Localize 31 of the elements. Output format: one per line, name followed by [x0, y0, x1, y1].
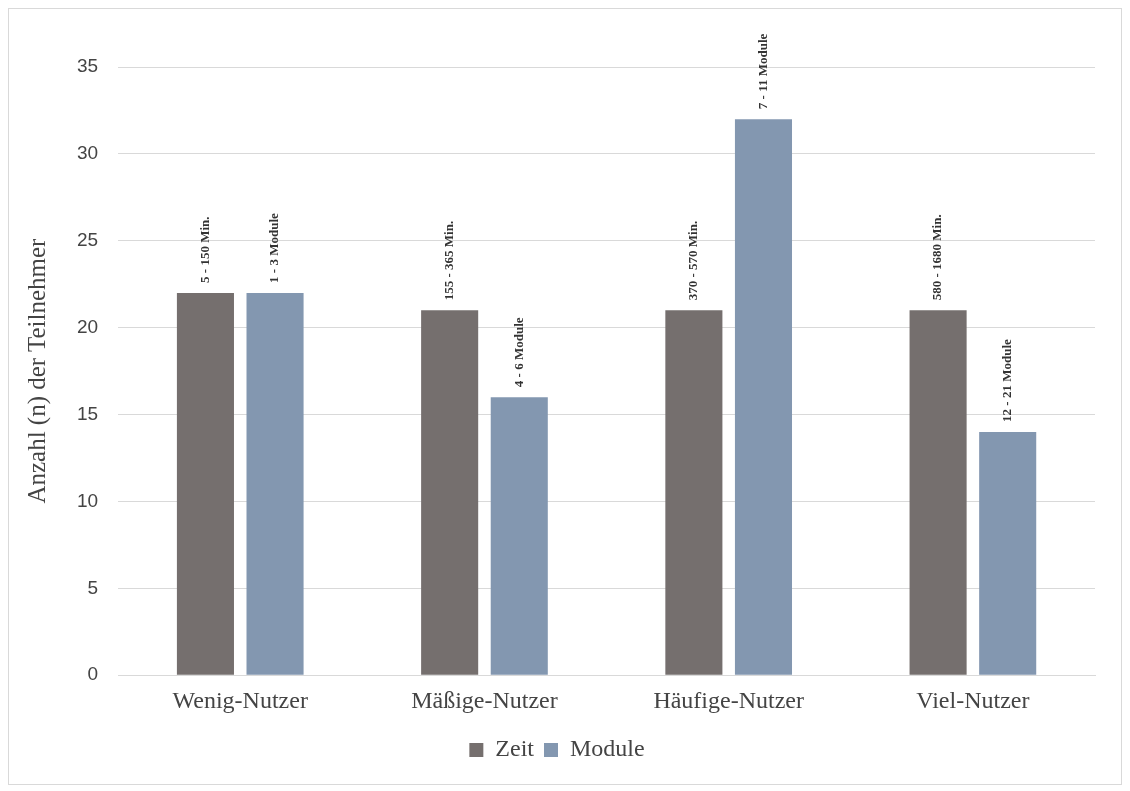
y-tick-label: 20 — [76, 315, 99, 337]
y-tick-label: 15 — [76, 402, 99, 424]
y-tick-label: 25 — [76, 229, 99, 251]
x-tick-label: Wenig-Nutzer — [172, 686, 308, 713]
bar — [665, 310, 723, 675]
bar — [246, 292, 304, 675]
y-axis-title: Anzahl (n) der Teilnehmer — [22, 237, 51, 504]
legend-label: Zeit — [495, 735, 535, 762]
annotation: 580 - 1680 Min. — [929, 214, 945, 301]
bar — [979, 431, 1037, 675]
annotation: 7 - 11 Module — [754, 33, 770, 110]
bar — [421, 310, 479, 675]
y-tick-label: 10 — [76, 489, 99, 511]
annotation: 1 - 3 Module — [266, 212, 282, 283]
bar — [490, 397, 548, 675]
annotation: 4 - 6 Module — [510, 317, 526, 388]
y-tick-label: 5 — [87, 576, 99, 598]
legend-label: Module — [569, 735, 645, 762]
y-tick-label: 0 — [87, 663, 99, 685]
annotation: 5 - 150 Min. — [196, 216, 212, 283]
annotation: 155 - 365 Min. — [441, 220, 457, 301]
x-tick-label: Häufige-Nutzer — [653, 686, 804, 713]
y-tick-label: 30 — [76, 142, 99, 164]
bar — [734, 119, 793, 675]
annotation: 12 - 21 Module — [999, 339, 1015, 422]
annotation: 370 - 570 Min. — [685, 220, 701, 301]
bar — [176, 292, 234, 675]
y-tick-label: 35 — [76, 55, 99, 77]
x-tick-label: Viel-Nutzer — [916, 686, 1030, 713]
bar — [909, 310, 967, 675]
x-tick-label: Mäßige-Nutzer — [411, 686, 558, 713]
